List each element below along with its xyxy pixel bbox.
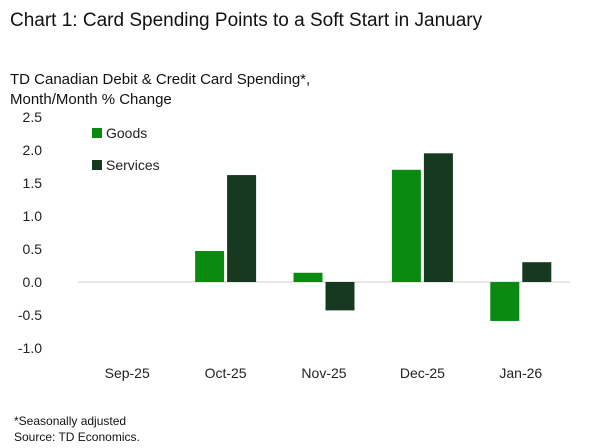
y-tick-label: 1.5 [23, 175, 43, 191]
y-tick-label: 0.5 [23, 241, 43, 257]
y-tick-label: 2.5 [23, 109, 43, 125]
legend-label-services: Services [106, 157, 160, 173]
bar-goods-jan-26 [490, 282, 520, 321]
bar-services-oct-25 [227, 175, 257, 282]
legend-swatch-goods [92, 128, 102, 138]
y-tick-label: 1.0 [23, 208, 43, 224]
chart-subtitle: TD Canadian Debit & Credit Card Spending… [10, 70, 590, 110]
bar-goods-dec-25 [391, 169, 421, 282]
bar-goods-nov-25 [293, 272, 323, 282]
subtitle-line-2: Month/Month % Change [10, 91, 172, 108]
x-tick-label: Sep-25 [105, 365, 150, 381]
x-tick-label: Oct-25 [205, 365, 247, 381]
x-tick-label: Jan-26 [499, 365, 542, 381]
legend-label-goods: Goods [106, 125, 147, 141]
y-tick-label: 0.0 [23, 274, 43, 290]
bar-services-jan-26 [522, 262, 552, 282]
y-tick-label: 2.0 [23, 142, 43, 158]
x-axis: Sep-25 Oct-25 Nov-25 Dec-25 Jan-26 [105, 365, 543, 381]
x-tick-label: Nov-25 [301, 365, 346, 381]
legend-swatch-services [92, 160, 102, 170]
chart-title: Chart 1: Card Spending Points to a Soft … [10, 10, 483, 31]
y-tick-label: -0.5 [18, 307, 42, 323]
legend: Goods Services [92, 125, 160, 173]
x-tick-label: Dec-25 [400, 365, 445, 381]
bars [195, 153, 552, 321]
subtitle-line-1: TD Canadian Debit & Credit Card Spending… [10, 71, 311, 88]
bar-services-nov-25 [325, 282, 355, 311]
footnote-seasonally-adjusted: *Seasonally adjusted [14, 414, 127, 428]
y-axis: 2.5 2.0 1.5 1.0 0.5 0.0 -0.5 -1.0 [18, 109, 42, 356]
footnote-source: Source: TD Economics. [14, 430, 140, 444]
y-tick-label: -1.0 [18, 340, 42, 356]
bar-goods-oct-25 [195, 250, 225, 282]
bar-services-dec-25 [423, 153, 453, 282]
